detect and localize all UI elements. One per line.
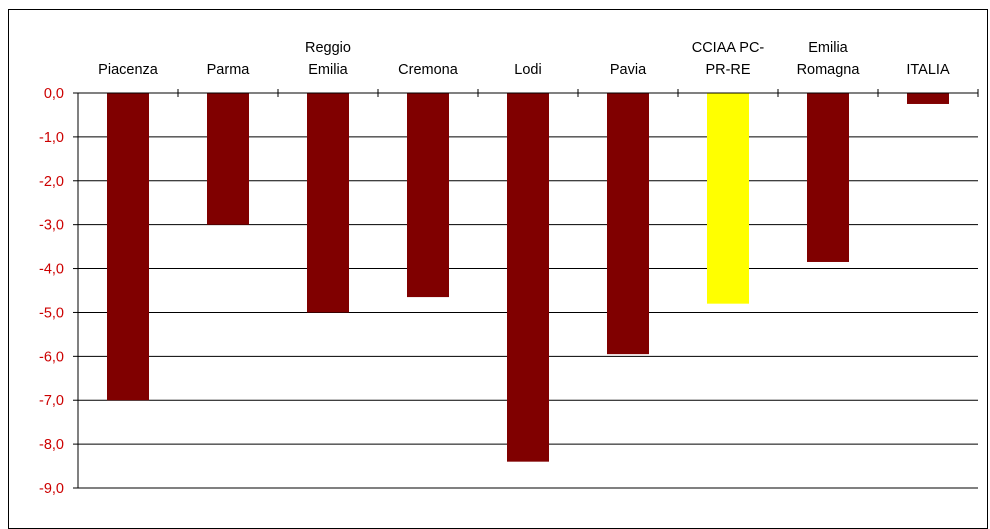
category-label: CCIAA PC- bbox=[692, 40, 765, 56]
bar bbox=[507, 93, 549, 462]
y-tick-label: -6,0 bbox=[39, 349, 64, 365]
y-tick-label: 0,0 bbox=[44, 86, 64, 102]
category-label: Piacenza bbox=[98, 62, 159, 78]
category-label: PR-RE bbox=[705, 62, 750, 78]
y-tick-label: -4,0 bbox=[39, 262, 64, 278]
bar-chart: 0,0-1,0-2,0-3,0-4,0-5,0-6,0-7,0-8,0-9,0 … bbox=[39, 40, 979, 497]
category-label: ITALIA bbox=[906, 62, 950, 78]
bar bbox=[607, 93, 649, 355]
category-label: Romagna bbox=[797, 62, 861, 78]
y-tick-label: -8,0 bbox=[39, 437, 64, 453]
bars bbox=[107, 93, 949, 462]
category-label: Lodi bbox=[514, 62, 541, 78]
category-label: Emilia bbox=[808, 40, 848, 56]
bar bbox=[107, 93, 149, 401]
axes bbox=[73, 89, 979, 489]
y-tick-label: -9,0 bbox=[39, 481, 64, 497]
y-tick-label: -7,0 bbox=[39, 393, 64, 409]
y-tick-label: -1,0 bbox=[39, 130, 64, 146]
category-label: Parma bbox=[207, 62, 251, 78]
y-tick-label: -2,0 bbox=[39, 174, 64, 190]
bar bbox=[807, 93, 849, 262]
bar bbox=[207, 93, 249, 225]
category-label: Pavia bbox=[610, 62, 647, 78]
y-tick-label: -3,0 bbox=[39, 218, 64, 234]
y-tick-label: -5,0 bbox=[39, 305, 64, 321]
category-label: Reggio bbox=[305, 40, 351, 56]
category-label: Emilia bbox=[308, 62, 348, 78]
bar bbox=[407, 93, 449, 298]
category-labels: Piacenza Parma Reggio Emilia Cremona Lodi Pavi… bbox=[98, 40, 950, 78]
bar bbox=[707, 93, 749, 304]
bar bbox=[907, 93, 949, 104]
bar bbox=[307, 93, 349, 313]
category-label: Cremona bbox=[398, 62, 459, 78]
y-tick-labels: 0,0 -1,0 -2,0 -3,0 -4,0 -5,0 -6,0 -7,0 -8,0 -9,0 bbox=[39, 86, 64, 497]
